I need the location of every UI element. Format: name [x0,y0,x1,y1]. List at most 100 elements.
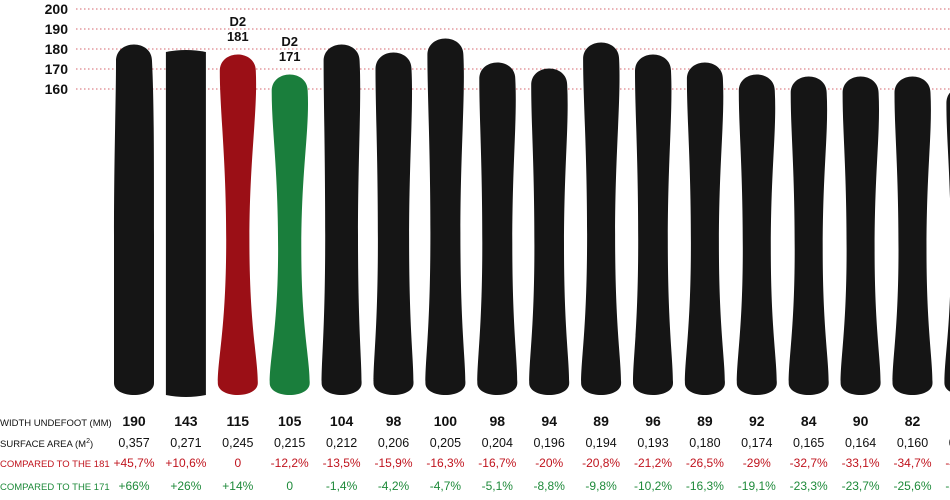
table-cell-width: 143 [174,413,198,429]
ski-silhouette [892,76,933,395]
table-cell-vs171: -19,1% [738,479,776,493]
table-cell-vs181: -21,2% [634,456,672,470]
y-axis-ticks: 200 190 180 170 160 [45,1,69,97]
table-cell-vs171: -5,1% [482,479,514,493]
ski-silhouette [736,74,777,395]
table-cell-vs171: -4,7% [430,479,462,493]
table-cell-width: 89 [593,413,609,429]
table-cell-width: 100 [434,413,458,429]
y-tick-label: 200 [45,1,69,17]
table-cell-vs181: -20% [535,456,563,470]
table-cell-width: 115 [227,413,250,429]
table-cell-vs171: -4,2% [378,479,410,493]
table-cell-surface: 0,164 [845,436,876,450]
data-table: WIDTH UNDEFOOT (MM) SURFACE AREA (M2) CO… [0,413,950,493]
ski-silhouette [217,54,258,395]
table-cell-vs181: -33,1% [842,456,880,470]
table-cell-vs171: -8,8% [534,479,566,493]
table-cell-surface: 0,194 [585,436,616,450]
table-cell-vs181: -13,5% [323,456,361,470]
table-cell-vs171: -23,3% [790,479,828,493]
y-tick-label: 180 [45,41,69,57]
table-cell-width: 90 [853,413,869,429]
ski-silhouette [269,74,310,395]
table-cell-vs181: -15,9% [374,456,412,470]
table-cell-width: 190 [122,413,146,429]
table-cell-vs171: +66% [118,479,149,493]
table-cell-width: 89 [697,413,713,429]
table-cell-surface: 0,174 [741,436,772,450]
ski-silhouette [633,54,673,395]
ski-length-label: 181 [227,29,249,44]
table-cell-surface: 0,204 [482,436,513,450]
table-cell-surface: 0,160 [897,436,928,450]
ski-silhouette [529,68,570,395]
ski-silhouette [581,42,622,395]
ski-silhouettes [114,38,950,397]
row-label-width: WIDTH UNDEFOOT (MM) [0,418,112,429]
table-cell-surface: 0,271 [170,436,201,450]
ski-silhouette [425,38,466,395]
table-cell-vs181: -32,7% [790,456,828,470]
ski-model-label: D2 [229,14,246,29]
table-cell-surface: 0,165 [793,436,824,450]
table-cell-width: 96 [645,413,661,429]
table-cell-vs181: 0 [234,456,241,470]
y-tick-label: 190 [45,21,69,37]
table-cell-surface: 0,212 [326,436,357,450]
table-cell-vs181: +45,7% [113,456,154,470]
table-cell-width: 82 [905,413,921,429]
row-label-surface-text: SURFACE AREA (M [0,439,86,450]
table-cell-width: 98 [490,413,506,429]
table-cell-vs171: -1,4% [326,479,358,493]
table-cell-surface: 0,193 [637,436,668,450]
table-cell-vs181: +10,6% [165,456,206,470]
ski-silhouette [165,50,206,397]
table-cell-vs171: -23,7% [842,479,880,493]
table-cell-width: 105 [278,413,302,429]
table-cell-vs181: -34,7% [893,456,931,470]
table-cell-width: 98 [386,413,402,429]
table-cell-vs171: -9,8% [585,479,617,493]
table-cell-width: 92 [749,413,765,429]
ski-silhouette [944,92,950,392]
ski-silhouette [684,62,725,395]
table-cell-surface: 0,245 [222,436,253,450]
table-cell-vs181: -12,2% [271,456,309,470]
table-cell-vs171: 0 [286,479,293,493]
table-cell-vs171: +14% [222,479,253,493]
row-label-surface-sup: 2 [86,438,90,445]
table-cell-surface: 0,206 [378,436,409,450]
row-label-surface: SURFACE AREA (M2) [0,438,93,450]
ski-length-label: 171 [279,49,301,64]
row-label-vs171: COMPARED TO THE 171 [0,482,110,493]
ski-silhouette [840,76,881,395]
table-cell-vs171: -34,4% [945,479,950,493]
table-cell-vs181: -42,4% [945,456,950,470]
ski-model-label: D2 [281,34,298,49]
table-cell-vs171: -16,3% [686,479,724,493]
ski-silhouette [114,44,154,395]
table-cell-surface: 0,215 [274,436,305,450]
row-label-surface-close: ) [90,439,93,450]
table-cell-vs181: -29% [743,456,771,470]
table-cell-width: 84 [801,413,817,429]
ski-silhouette [788,76,829,395]
ski-silhouette [321,44,362,395]
table-cell-vs181: -16,3% [426,456,464,470]
table-cell-surface: 0,141 [949,436,950,450]
row-label-vs181: COMPARED TO THE 181 [0,459,110,470]
table-cell-surface: 0,196 [534,436,565,450]
table-cell-vs171: -10,2% [634,479,672,493]
ski-silhouette [477,62,518,395]
table-cell-surface: 0,205 [430,436,461,450]
table-cell-vs181: -26,5% [686,456,724,470]
y-tick-label: 170 [45,61,69,77]
table-cell-surface: 0,180 [689,436,720,450]
table-cell-surface: 0,357 [118,436,149,450]
table-cell-vs181: -16,7% [478,456,516,470]
ski-silhouette [373,52,414,395]
table-cell-vs181: -20,8% [582,456,620,470]
